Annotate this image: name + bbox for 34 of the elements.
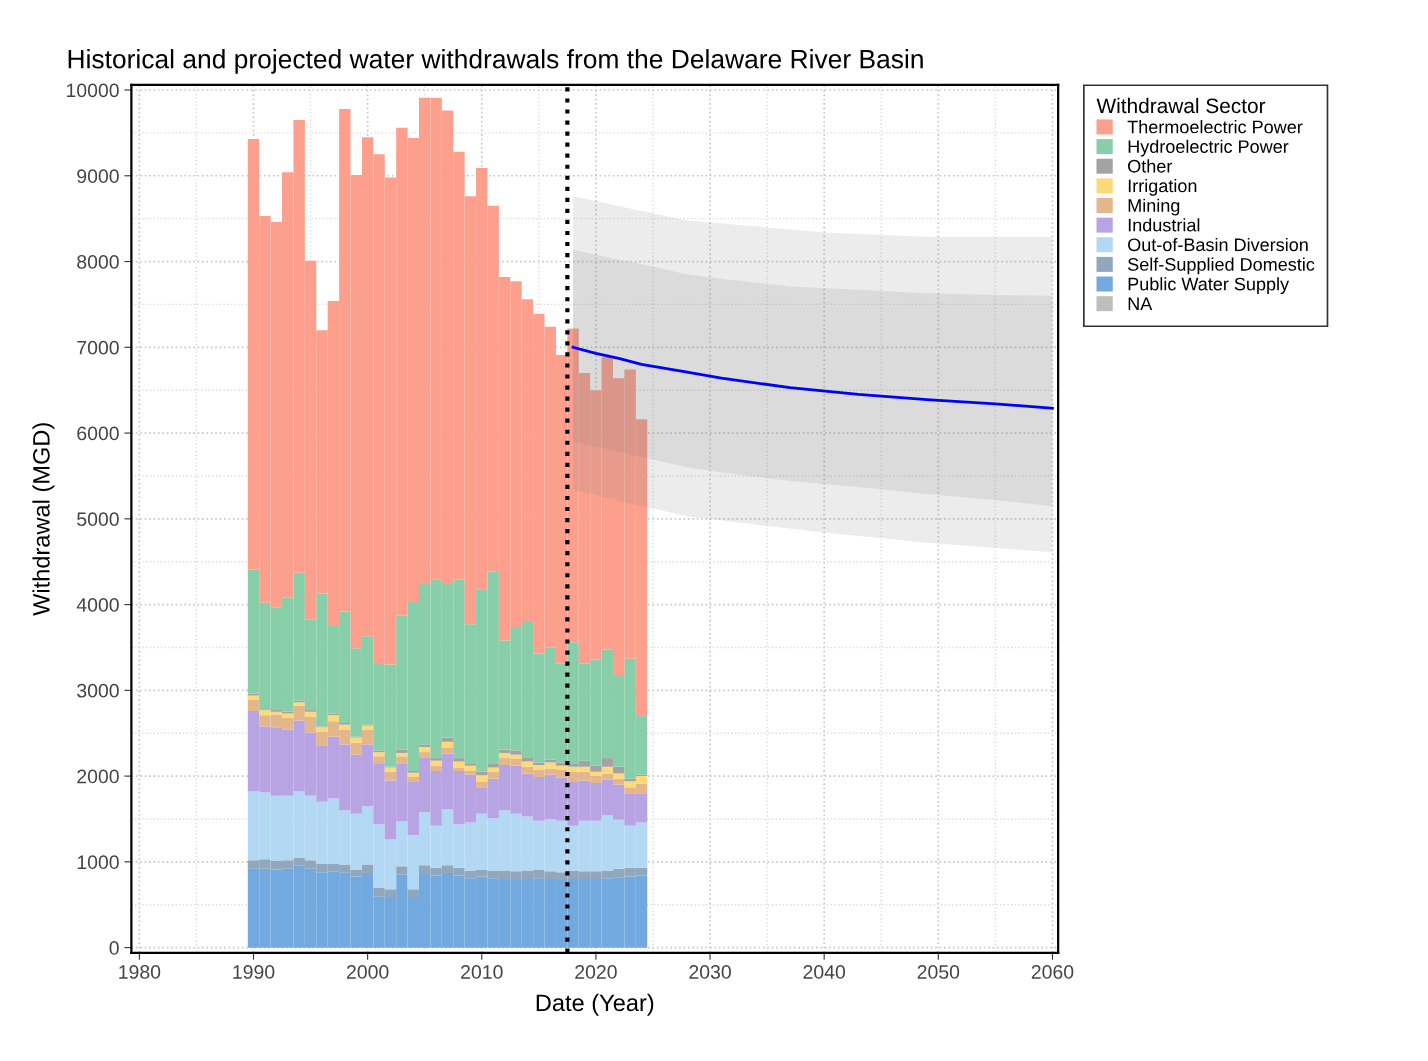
y-tick-label: 8000 xyxy=(77,255,119,269)
x-tick-label: 2050 xyxy=(917,965,960,979)
legend-label: Other xyxy=(1128,159,1173,173)
legend-label: Irrigation xyxy=(1128,179,1197,196)
y-tick-label: 7000 xyxy=(77,340,119,355)
y-tick-label: 3000 xyxy=(77,683,119,698)
x-axis-title: Date (Year) xyxy=(536,993,654,1016)
x-tick-label: 2010 xyxy=(461,965,503,979)
x-tick-label: 2040 xyxy=(803,965,846,979)
legend-label: Hydroelectric Power xyxy=(1128,139,1289,157)
y-tick-label: 10000 xyxy=(66,83,119,98)
y-tick-label: 1000 xyxy=(77,855,119,870)
x-tick-label: 2020 xyxy=(575,965,617,979)
legend-label: Out-of-Basin Diversion xyxy=(1128,237,1308,252)
chart-title: Historical and projected water withdrawals from the Delaware River Basin xyxy=(68,49,923,74)
legend-label: Self-Supplied Domestic xyxy=(1128,257,1315,275)
y-tick-label: 2000 xyxy=(77,769,119,784)
legend-title: Withdrawal Sector xyxy=(1096,97,1266,114)
x-tick-label: 1980 xyxy=(119,965,161,979)
y-tick-label: 0 xyxy=(109,941,119,955)
y-axis-title: Withdrawal (MGD) xyxy=(32,423,55,616)
y-tick-label: 5000 xyxy=(77,512,119,527)
legend-label: Mining xyxy=(1128,198,1180,216)
legend-label: Public Water Supply xyxy=(1128,277,1290,295)
x-tick-label: 2060 xyxy=(1031,965,1074,979)
x-tick-label: 2030 xyxy=(689,965,731,979)
legend-label: Thermoelectric Power xyxy=(1127,120,1303,134)
y-tick-label: 6000 xyxy=(77,426,119,441)
x-tick-label: 2000 xyxy=(346,965,389,979)
legend-label: Industrial xyxy=(1128,218,1200,232)
x-tick-label: 1990 xyxy=(233,965,275,979)
y-tick-label: 9000 xyxy=(77,169,119,184)
y-tick-label: 4000 xyxy=(76,598,119,612)
legend-label: NA xyxy=(1128,297,1153,310)
